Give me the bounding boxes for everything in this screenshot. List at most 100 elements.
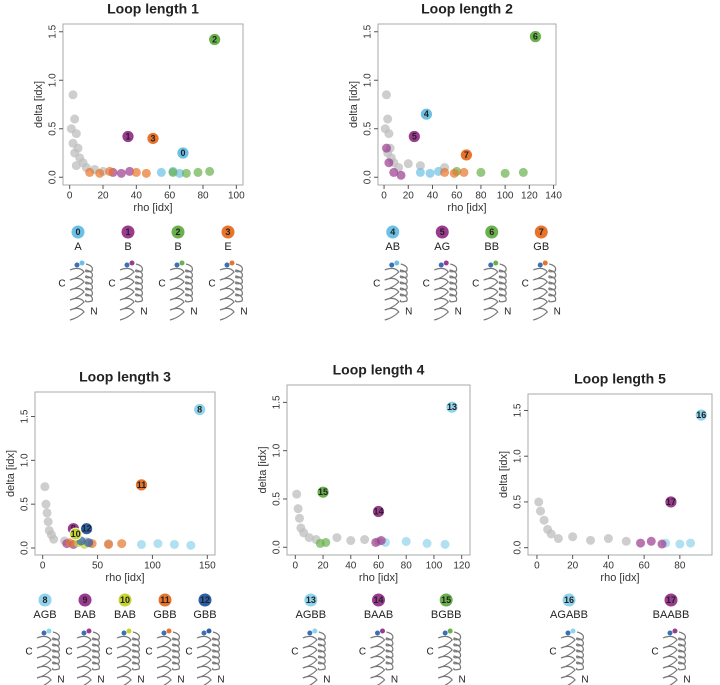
legend-sequence: AGABB xyxy=(550,609,588,621)
loop-residue xyxy=(124,262,130,268)
cluster-id: 17 xyxy=(666,497,676,507)
cluster-center xyxy=(146,132,160,145)
x-tick-label: 80 xyxy=(401,561,413,572)
loop-residue xyxy=(672,628,678,634)
member-point xyxy=(321,537,331,547)
y-tick-label: 1.5 xyxy=(363,24,374,38)
member-point xyxy=(84,538,94,548)
cluster-id: 16 xyxy=(696,410,706,420)
legend-sequence: AG xyxy=(434,241,450,253)
helix-b xyxy=(548,263,557,303)
cluster-id: 6 xyxy=(533,31,538,41)
helix-b xyxy=(172,631,180,671)
cluster-center xyxy=(420,107,433,121)
cluster-center xyxy=(208,33,222,46)
n-terminus: N xyxy=(190,307,197,318)
legend-badge xyxy=(562,593,576,607)
background-point xyxy=(332,533,342,543)
member-point xyxy=(415,167,425,177)
background-point xyxy=(534,497,544,507)
legend-id: 5 xyxy=(440,227,445,237)
loop-residue xyxy=(174,262,180,268)
member-point xyxy=(153,539,163,549)
helix-a xyxy=(370,635,386,685)
helix-a xyxy=(219,267,235,321)
member-point xyxy=(175,168,185,178)
member-point xyxy=(376,536,386,546)
c-terminus: C xyxy=(423,279,430,290)
member-point xyxy=(686,538,696,548)
legend-sequence: B xyxy=(174,241,181,253)
member-point xyxy=(381,143,391,153)
x-tick-label: 100 xyxy=(497,191,514,202)
legend-badge xyxy=(485,225,499,239)
member-point xyxy=(65,538,75,548)
member-point xyxy=(193,167,203,177)
legend-badge xyxy=(435,225,449,239)
background-point xyxy=(546,529,556,539)
helix-b xyxy=(576,631,584,671)
loop-residue xyxy=(166,628,172,634)
legend-badge xyxy=(38,593,52,607)
y-tick-label: 1.5 xyxy=(20,409,31,423)
cluster-center xyxy=(69,527,83,541)
y-tick-label: 0.5 xyxy=(48,121,59,135)
helix-b xyxy=(498,263,507,303)
loop-residue xyxy=(201,630,207,636)
background-point xyxy=(553,534,563,544)
chart-title: Loop length 3 xyxy=(79,369,171,385)
helix-a xyxy=(434,267,450,321)
legend-id: 2 xyxy=(175,227,180,237)
background-point xyxy=(40,482,50,492)
loop-residue xyxy=(46,628,52,634)
helix-b xyxy=(212,631,220,671)
legend-id: 17 xyxy=(666,595,676,605)
y-tick-label: 1.5 xyxy=(272,395,283,409)
x-tick-label: 60 xyxy=(451,191,463,202)
n-terminus: N xyxy=(57,675,64,685)
cluster-center xyxy=(176,146,190,160)
background-point xyxy=(294,513,304,523)
member-point xyxy=(104,539,114,549)
cluster-id: 0 xyxy=(180,148,185,158)
background-point xyxy=(568,532,578,542)
helix-a xyxy=(662,635,678,685)
panel: Loop length 10 20 40 60 80 1000.00.51.01.5rho… xyxy=(33,1,248,321)
legend-badge xyxy=(304,593,318,607)
helix-a xyxy=(156,635,172,685)
x-axis-label: rho [idx] xyxy=(359,572,398,584)
background-point xyxy=(70,114,80,124)
cluster-center xyxy=(316,485,330,499)
y-tick-label: 1.0 xyxy=(20,453,31,467)
chart-title: Loop length 5 xyxy=(574,371,666,387)
y-tick-label: 0.5 xyxy=(272,492,283,506)
background-point xyxy=(66,124,76,134)
x-axis-label: rho [idx] xyxy=(600,572,639,584)
x-axis-label: rho [idx] xyxy=(447,202,486,214)
background-point xyxy=(43,517,53,527)
y-tick-label: 1.5 xyxy=(48,24,59,38)
member-point xyxy=(105,166,115,176)
helix-b xyxy=(385,631,394,671)
loop-residue xyxy=(570,628,576,634)
n-terminus: N xyxy=(504,307,511,318)
loop-residue xyxy=(438,262,444,268)
x-tick-label: 40 xyxy=(603,561,615,572)
legend-badge xyxy=(664,593,678,607)
x-tick-label: 20 xyxy=(403,191,415,202)
member-point xyxy=(675,539,685,549)
helix-b xyxy=(453,631,462,671)
cluster-id: 7 xyxy=(464,150,469,160)
member-point xyxy=(422,538,432,548)
loop-residue xyxy=(129,260,135,266)
legend-id: 0 xyxy=(75,227,80,237)
legend-sequence: BAAB xyxy=(364,609,393,621)
c-terminus: C xyxy=(522,279,529,290)
legend-badge xyxy=(121,225,135,239)
y-axis-label: delta [idx] xyxy=(498,451,510,498)
loop-residue xyxy=(74,262,80,268)
c-terminus: C xyxy=(373,279,380,290)
c-terminus: C xyxy=(158,279,165,290)
legend-badge xyxy=(439,593,453,607)
chart-title: Loop length 2 xyxy=(421,1,513,17)
